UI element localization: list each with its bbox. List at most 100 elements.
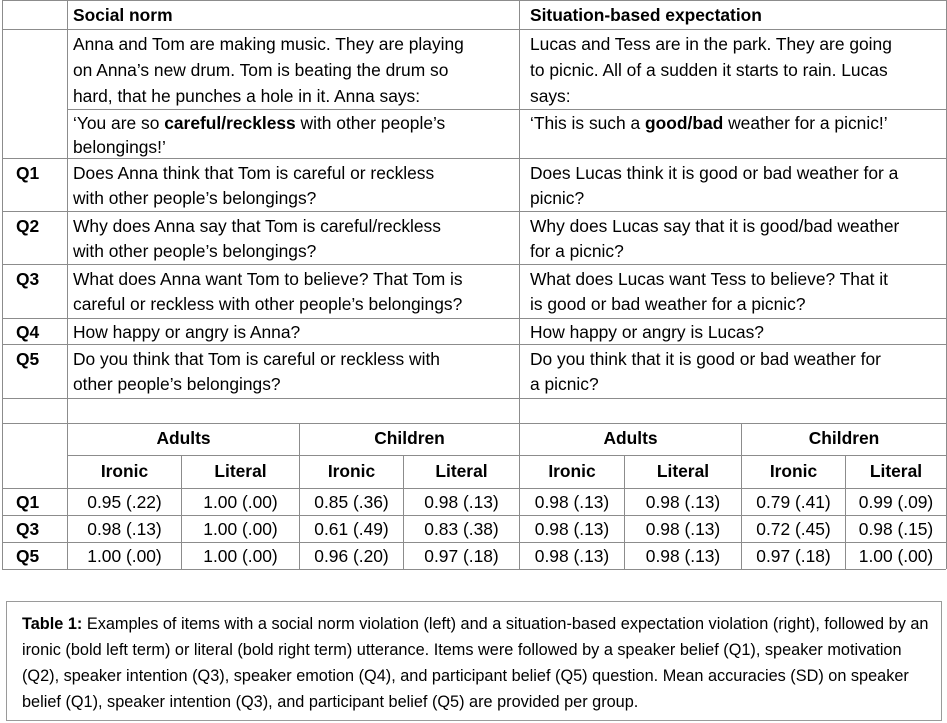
- header-social-norm: Social norm: [73, 5, 173, 25]
- result-cell: 0.98 (.13): [534, 492, 610, 512]
- question-left-line: other people’s belongings?: [73, 374, 281, 394]
- result-cell: 0.98 (.13): [87, 519, 162, 539]
- scenario-left-line: on Anna’s new drum. Tom is beating the d…: [73, 60, 449, 80]
- caption-label: Table 1:: [22, 615, 83, 633]
- rule: [2, 264, 946, 265]
- question-left-line: Why does Anna say that Tom is careful/re…: [73, 216, 441, 236]
- utterance-right-pre: ‘This is such a: [530, 113, 646, 133]
- rule: [68, 455, 946, 456]
- caption-box: Table 1: Examples of items with a social…: [6, 601, 942, 721]
- question-right-line: for a picnic?: [530, 241, 624, 261]
- scenario-left-line: Anna and Tom are making music. They are …: [73, 34, 464, 54]
- rule: [519, 0, 520, 569]
- question-label: Q4: [16, 322, 40, 342]
- rule: [2, 158, 946, 159]
- question-label: Q1: [16, 163, 40, 183]
- rule: [2, 344, 946, 345]
- question-label: Q2: [16, 216, 40, 236]
- result-cell: 0.95 (.22): [87, 492, 162, 512]
- rule: [2, 423, 946, 424]
- result-row-label: Q5: [16, 546, 40, 566]
- utterance-left-bold: careful/reckless: [164, 113, 296, 133]
- question-right-line: is good or bad weather for a picnic?: [530, 294, 806, 314]
- question-right-line: a picnic?: [530, 374, 599, 394]
- question-left-line: What does Anna want Tom to believe? That…: [73, 269, 463, 289]
- subheader: Ironic: [100, 461, 149, 481]
- result-cell: 0.72 (.45): [756, 519, 831, 539]
- scenario-right-line: to picnic. All of a sudden it starts to …: [530, 60, 888, 80]
- result-cell: 0.98 (.13): [645, 546, 721, 566]
- question-left-line: with other people’s belongings?: [73, 188, 317, 208]
- group-header: Children: [808, 428, 880, 448]
- question-right-line: Why does Lucas say that it is good/bad w…: [530, 216, 900, 236]
- utterance-left-pre: ‘You are so: [73, 113, 165, 133]
- question-left-line: Do you think that Tom is careful or reck…: [73, 349, 440, 369]
- result-cell: 0.98 (.13): [534, 546, 610, 566]
- result-cell: 0.99 (.09): [858, 492, 934, 512]
- result-cell: 1.00 (.00): [858, 546, 934, 566]
- utterance-right-bold: good/bad: [645, 113, 724, 133]
- rule: [2, 542, 946, 543]
- question-left-line: How happy or angry is Anna?: [73, 322, 301, 342]
- rule: [68, 109, 946, 110]
- question-right-line: picnic?: [530, 188, 585, 208]
- subheader: Ironic: [327, 461, 376, 481]
- rule: [2, 318, 946, 319]
- rule: [2, 569, 946, 570]
- question-left-line: Does Anna think that Tom is careful or r…: [73, 163, 435, 183]
- question-right-line: What does Lucas want Tess to believe? Th…: [530, 269, 889, 289]
- result-cell: 0.83 (.38): [424, 519, 499, 539]
- result-cell: 0.85 (.36): [314, 492, 389, 512]
- rule: [741, 423, 742, 569]
- result-cell: 0.98 (.13): [424, 492, 499, 512]
- subheader: Ironic: [548, 461, 596, 481]
- group-header: Adults: [603, 428, 658, 448]
- group-header: Adults: [156, 428, 211, 448]
- result-cell: 0.98 (.13): [534, 519, 610, 539]
- result-cell: 0.61 (.49): [314, 519, 389, 539]
- utterance-left: ‘You are so careful/reckless with other …: [73, 110, 445, 136]
- result-cell: 0.97 (.18): [424, 546, 499, 566]
- question-label: Q5: [16, 349, 40, 369]
- subheader: Literal: [656, 461, 710, 481]
- group-header: Children: [374, 428, 445, 448]
- rule: [845, 455, 846, 569]
- utterance-left-line2: belongings!’: [73, 137, 166, 157]
- result-cell: 0.98 (.13): [645, 519, 721, 539]
- scenario-right-line: Lucas and Tess are in the park. They are…: [530, 34, 892, 54]
- rule: [2, 29, 946, 30]
- subheader: Literal: [214, 461, 267, 481]
- question-left-line: careful or reckless with other people’s …: [73, 294, 463, 314]
- rule: [2, 0, 946, 1]
- table-caption: Table 1: Examples of items with a social…: [22, 611, 930, 715]
- rule: [2, 211, 946, 212]
- caption-text: Examples of items with a social norm vio…: [22, 615, 929, 711]
- rule: [2, 0, 3, 569]
- subheader: Literal: [435, 461, 488, 481]
- subheader: Literal: [869, 461, 923, 481]
- question-right-line: How happy or angry is Lucas?: [530, 322, 764, 342]
- result-cell: 1.00 (.00): [203, 546, 278, 566]
- result-cell: 0.97 (.18): [756, 546, 831, 566]
- rule: [67, 0, 68, 569]
- result-cell: 0.98 (.15): [858, 519, 934, 539]
- result-cell: 0.98 (.13): [645, 492, 721, 512]
- header-situation-expectation: Situation-based expectation: [530, 5, 762, 25]
- utterance-left-post: with other people’s: [295, 113, 446, 133]
- scenario-left-line: hard, that he punches a hole in it. Anna…: [73, 86, 421, 106]
- question-right-line: Do you think that it is good or bad weat…: [530, 349, 881, 369]
- question-left-line: with other people’s belongings?: [73, 241, 317, 261]
- result-cell: 1.00 (.00): [203, 519, 278, 539]
- rule: [403, 455, 404, 569]
- result-cell: 1.00 (.00): [87, 546, 162, 566]
- scenario-right-line: says:: [530, 86, 571, 106]
- result-cell: 0.96 (.20): [314, 546, 389, 566]
- question-label: Q3: [16, 269, 40, 289]
- utterance-right: ‘This is such a good/bad weather for a p…: [530, 110, 888, 136]
- subheader: Ironic: [769, 461, 818, 481]
- rule: [2, 488, 946, 489]
- result-row-label: Q3: [16, 519, 40, 539]
- rule: [624, 455, 625, 569]
- result-cell: 1.00 (.00): [203, 492, 278, 512]
- result-cell: 0.79 (.41): [756, 492, 831, 512]
